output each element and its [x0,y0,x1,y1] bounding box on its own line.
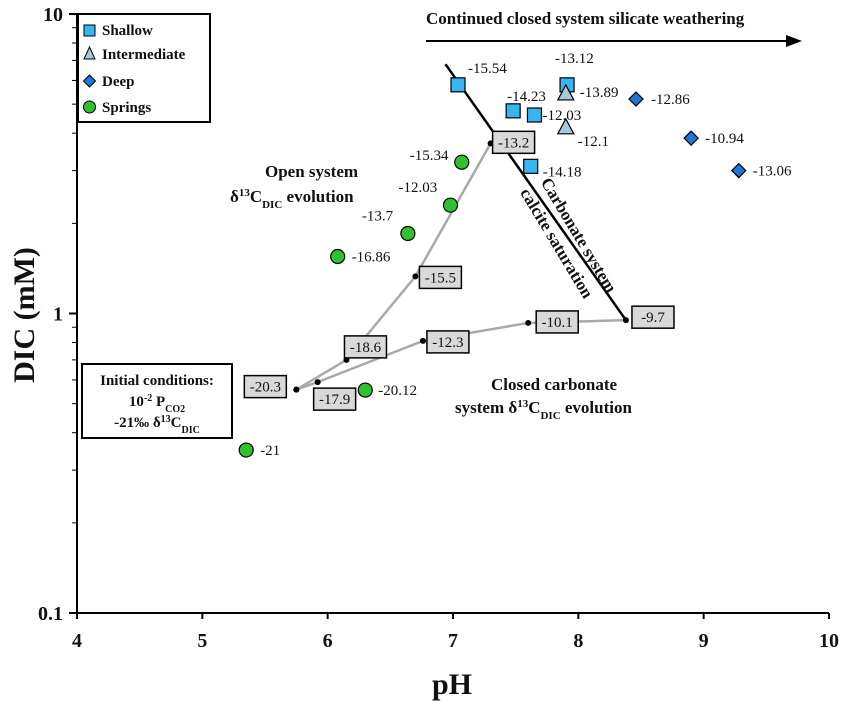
point-label: -13.12 [555,51,594,67]
model-label: -13.2 [498,135,529,151]
point-label: -10.94 [705,131,744,147]
legend-marker-springs [83,100,96,114]
point-label: -12.03 [398,180,437,196]
legend-label-shallow: Shallow [102,23,153,39]
shallow-marker [450,77,466,93]
x-tick-label: 7 [448,630,458,652]
point-label: -16.86 [352,249,391,265]
deep-marker [683,130,699,147]
model-box [631,305,675,329]
springs-marker [357,382,373,398]
model-box [312,387,357,411]
model-label: -18.6 [350,340,382,356]
springs-marker [400,225,416,242]
initial-conditions-pco2: 10-2 PCO2 [129,393,185,415]
model-label: -12.3 [432,335,463,351]
model-node [419,337,426,344]
x-tick-label: 8 [573,630,583,652]
point-label: -20.12 [378,383,417,399]
point-label: -12.86 [651,92,690,108]
axes: 4 5 6 7 8 9 10 0.1 1 10 [38,4,839,652]
legend-marker-intermediate [83,45,96,60]
x-tick-label: 4 [72,630,82,652]
deep-marker [628,91,644,107]
model-box [491,130,536,155]
model-node [525,319,532,326]
initial-conditions-box: Initial conditions: 10-2 PCO2 -21‰ δ13CD… [81,363,233,439]
point-label: -14.18 [543,164,582,180]
model-label: -17.9 [319,392,350,408]
top-arrow-head [786,35,802,47]
initial-conditions-delta: -21‰ δ13CDIC [114,414,200,436]
saturation-line [444,63,627,321]
point-label: -13.7 [362,208,394,224]
legend-box [77,13,211,123]
x-tick-label: 10 [819,630,839,652]
initial-conditions-frame [81,363,233,439]
model-box [418,265,463,290]
shallow-marker [505,103,521,119]
model-label: -15.5 [425,270,456,286]
springs-marker [442,197,459,213]
point-label: -13.06 [753,164,792,180]
model-label: -20.3 [250,380,281,396]
model-node [622,317,629,324]
x-tick-label: 6 [323,630,333,652]
model-box [535,310,579,334]
legend-label-deep: Deep [102,74,135,90]
point-label: -15.54 [468,61,507,77]
intermediate-marker [556,83,575,101]
point-label: -12.1 [578,134,609,150]
model-node [293,386,300,393]
model-node [412,273,419,280]
intermediate-marker [556,117,575,135]
shallow-marker [523,158,539,174]
open-system-label-line2: δ13CDIC evolution [230,187,354,211]
legend-label-springs: Springs [102,100,151,116]
point-label: -14.23 [507,89,546,105]
closed-system-label-line2: system δ13CDIC evolution [455,398,632,422]
y-tick-label: 0.1 [38,603,63,625]
annotations: -20.3 -18.6 -15.5 -13.2 -17.9 -12.3 -10.1 -9.7 -… [243,51,792,459]
point-label: -21 [260,443,280,459]
legend-marker-shallow [83,24,96,37]
closed-system-label-line1: Closed carbonate [491,375,618,394]
initial-conditions-title: Initial conditions: [100,373,214,389]
y-axis-label: DIC (mM) [8,247,41,383]
x-tick-label: 9 [699,630,709,652]
model-label: -10.1 [542,315,573,331]
legend-label-intermediate: Intermediate [102,47,186,63]
legend: Shallow Intermediate Deep Springs [77,13,211,123]
legend-marker-deep [82,74,97,88]
model-label: -9.7 [641,310,665,326]
open-system-label-line1: Open system [265,162,358,181]
model-box [343,335,388,359]
model-box [243,374,288,399]
model-node [314,379,321,386]
point-label: -13.89 [580,85,619,101]
springs-marker [330,248,346,265]
y-tick-label: 10 [43,4,63,26]
x-tick-label: 5 [197,630,207,652]
y-tick-label: 1 [53,304,63,326]
top-arrow-label: Continued closed system silicate weather… [426,9,745,28]
springs-marker [238,442,254,458]
springs-marker [454,154,470,170]
x-axis-label: pH [432,668,472,701]
point-label: -12.03 [542,108,581,124]
shallow-marker [526,107,543,123]
model-box [426,330,470,354]
data-points [238,77,747,458]
deep-marker [730,162,747,179]
point-label: -15.34 [410,148,449,164]
